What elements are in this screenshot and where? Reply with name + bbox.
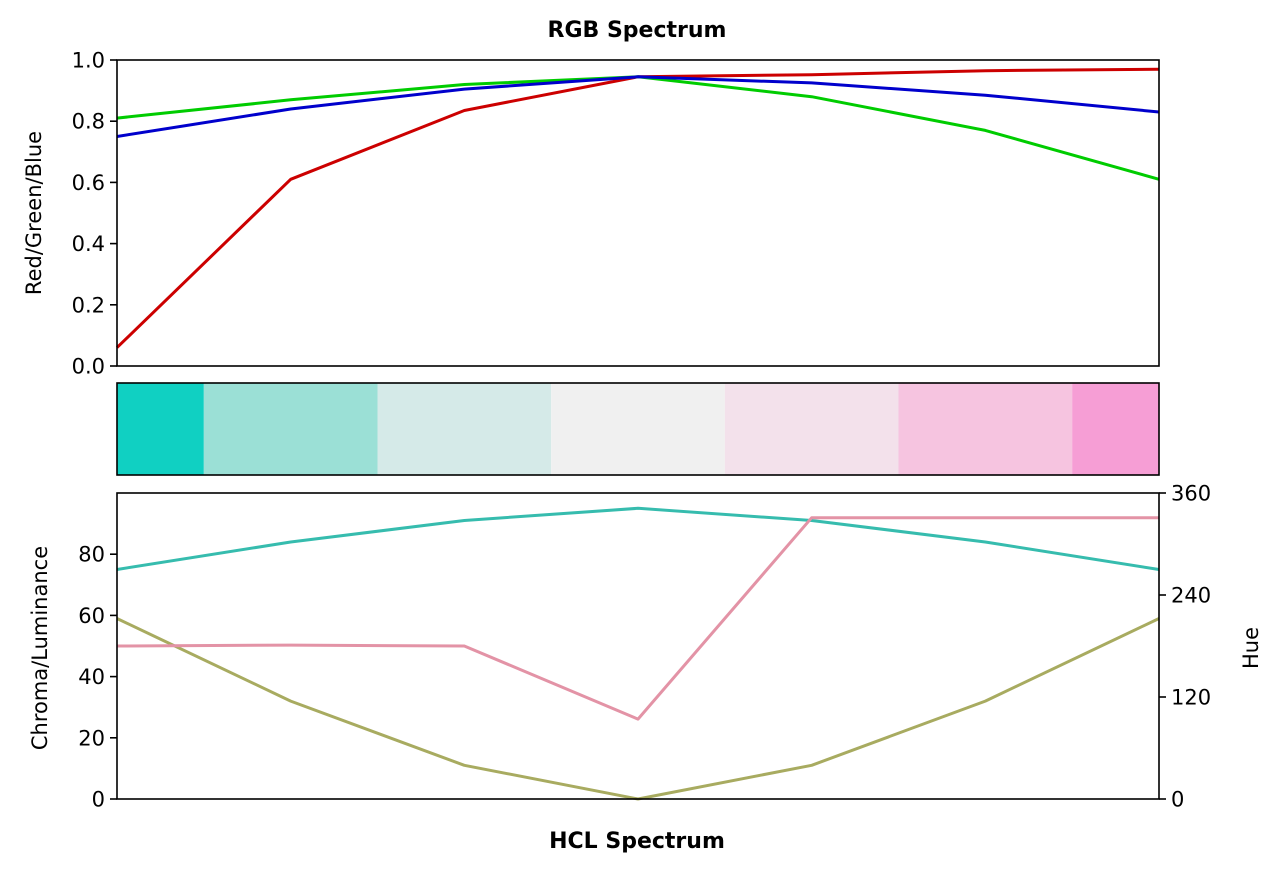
hcl-series-0-line	[116, 506, 1160, 571]
color-swatch	[1072, 383, 1159, 475]
hcl-y-tick-label: 60	[78, 604, 105, 628]
color-swatch	[117, 383, 204, 475]
hcl-panel: 0 20 40 60 80 0 120 240 360 Chroma/Luminance Hu…	[28, 482, 1263, 855]
hcl-y-tick-label: 40	[78, 665, 105, 689]
hcl-right-y-ticks: 0 120 240 360	[1159, 482, 1211, 812]
color-swatch	[203, 383, 378, 475]
rgb-series-1-line	[116, 75, 1160, 181]
color-swatch	[377, 383, 552, 475]
rgb-lines	[115, 67, 1160, 349]
hcl-hue-tick-label: 240	[1171, 584, 1211, 608]
rgb-y-tick-label: 1.0	[72, 49, 105, 73]
hcl-hue-tick-label: 360	[1171, 482, 1211, 506]
color-swatch	[551, 383, 725, 475]
swatch-panel	[116, 382, 1160, 476]
hcl-series-2-line	[116, 516, 1159, 721]
hcl-hue-tick-label: 0	[1171, 788, 1184, 812]
color-swatch	[898, 383, 1073, 475]
hcl-hue-tick-label: 120	[1171, 686, 1211, 710]
rgb-y-tick-label: 0.8	[72, 110, 105, 134]
rgb-y-tick-label: 0.4	[72, 232, 105, 256]
hcl-x-axis-label: HCL Spectrum	[549, 829, 725, 854]
hcl-hue-axis-label: Hue	[1239, 627, 1263, 669]
hcl-y-tick-label: 20	[78, 726, 105, 750]
rgb-y-tick-label: 0.6	[72, 171, 105, 195]
rgb-series-2-line	[116, 75, 1160, 138]
hcl-y-axis-label: Chroma/Luminance	[28, 546, 52, 750]
rgb-y-tick-label: 0.2	[72, 293, 105, 317]
swatch-frame	[116, 382, 1160, 476]
hcl-left-y-ticks: 0 20 40 60 80	[78, 543, 117, 812]
swatch-strip	[117, 383, 1159, 475]
hcl-lines	[116, 506, 1160, 801]
rgb-chart-title: RGB Spectrum	[548, 18, 727, 43]
rgb-y-axis-label: Red/Green/Blue	[22, 131, 46, 295]
rgb-panel: RGB Spectrum 0.0 0.2 0.4 0.6 0.8 1.0 Red/Gree…	[22, 18, 1160, 379]
rgb-plot-frame	[116, 59, 1160, 367]
rgb-y-tick-label: 0.0	[72, 355, 105, 379]
hcl-y-tick-label: 80	[78, 543, 105, 567]
hcl-plot-frame	[116, 492, 1160, 800]
color-swatch	[724, 383, 899, 475]
rgb-y-ticks: 0.0 0.2 0.4 0.6 0.8 1.0	[72, 49, 117, 379]
hcl-y-tick-label: 0	[92, 788, 105, 812]
